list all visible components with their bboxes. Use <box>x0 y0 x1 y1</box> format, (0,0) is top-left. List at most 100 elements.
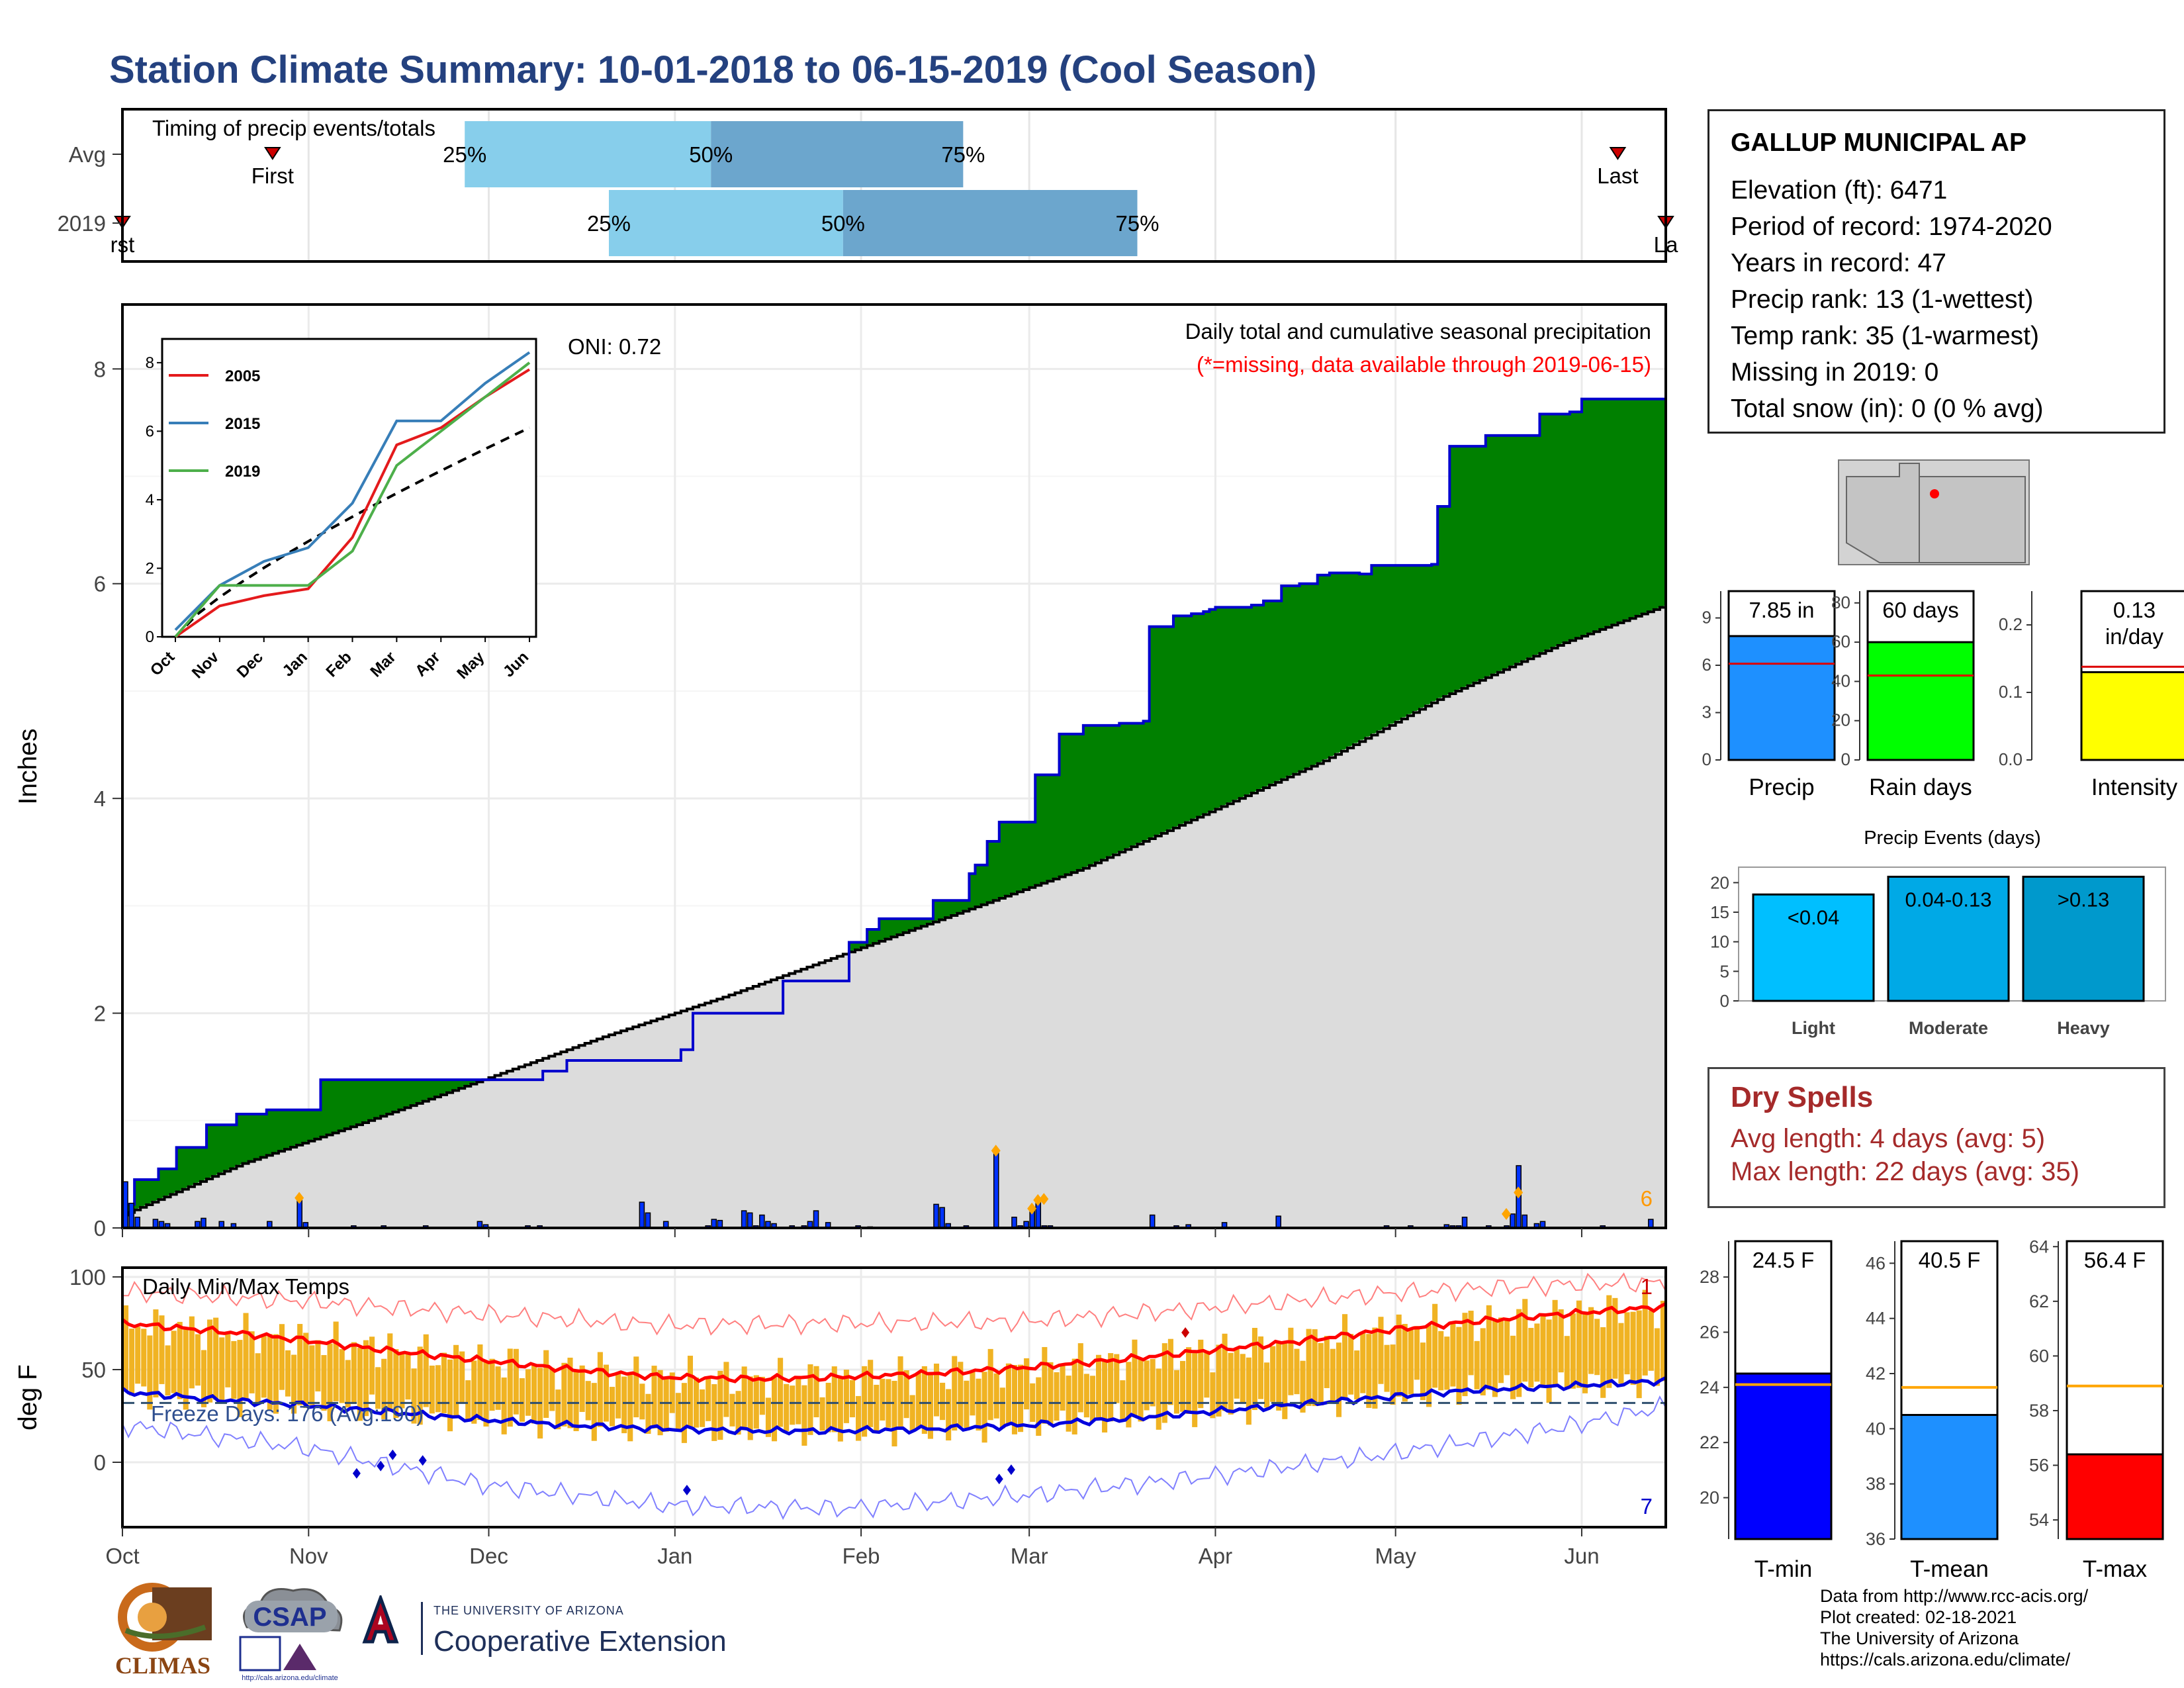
daily-temp-bar <box>1498 1317 1504 1383</box>
daily-temp-bar <box>940 1382 946 1421</box>
daily-temp-bar <box>651 1366 657 1429</box>
above-average-fill <box>1461 446 1469 687</box>
daily-temp-bar <box>1462 1313 1468 1397</box>
above-average-fill <box>392 1080 400 1111</box>
events-y-tick-label: 20 <box>1710 872 1729 892</box>
above-average-fill <box>1539 414 1547 653</box>
above-average-fill <box>375 1080 381 1117</box>
temp-summary-value-label: 56.4 F <box>2084 1248 2146 1272</box>
daily-temp-bar <box>1588 1307 1594 1374</box>
station-name: GALLUP MUNICIPAL AP <box>1731 128 2027 157</box>
daily-temp-bar <box>1270 1346 1276 1402</box>
daily-temp-bar <box>525 1369 531 1416</box>
daily-temp-bar <box>874 1384 880 1432</box>
daily-temp-bar <box>249 1331 255 1393</box>
above-average-fill <box>1167 626 1174 829</box>
above-average-fill <box>1221 607 1228 806</box>
temp-summary-value-label: 24.5 F <box>1752 1248 1815 1272</box>
above-average-fill <box>999 821 1006 898</box>
timing-panel-title: Timing of precip events/totals <box>152 116 435 140</box>
daily-temp-bar <box>897 1356 903 1429</box>
above-average-fill <box>848 942 856 951</box>
daily-temp-bar <box>297 1324 303 1406</box>
month-tick-label: Dec <box>469 1544 508 1568</box>
daily-precip-bar <box>1275 1215 1282 1229</box>
daily-temp-bar <box>1480 1328 1486 1395</box>
station-elevation: Elevation (ft): 6471 <box>1731 176 1948 205</box>
above-average-fill <box>1089 725 1096 865</box>
above-average-fill <box>1389 565 1396 724</box>
oni-label: ONI: 0.72 <box>568 334 661 359</box>
svg-text:CSAP: CSAP <box>253 1603 326 1632</box>
above-average-fill <box>1029 821 1036 887</box>
daily-precip-bar <box>939 1207 945 1229</box>
above-average-fill <box>134 1180 141 1209</box>
coop-divider <box>421 1602 423 1655</box>
above-average-fill <box>1510 435 1516 666</box>
precip-panel-frame <box>121 303 1667 1229</box>
daily-temp-bar <box>1384 1344 1390 1392</box>
daily-temp-bar <box>993 1373 999 1419</box>
month-tick-label: Mar <box>1011 1544 1048 1568</box>
above-average-fill <box>1197 614 1204 816</box>
daily-temp-bar <box>231 1340 237 1399</box>
precip-y-tick-label: 8 <box>94 357 106 381</box>
daily-precip-bar <box>747 1212 753 1229</box>
daily-temp-bar <box>1071 1358 1077 1434</box>
dry-spells-avg: Avg length: 4 days (avg: 5) <box>1731 1124 2046 1153</box>
daily-temp-bar <box>135 1327 141 1384</box>
daily-precip-bar <box>1149 1214 1156 1229</box>
heavy-event-marker <box>1039 1193 1049 1205</box>
above-average-fill <box>1011 821 1018 893</box>
daily-temp-bar <box>1282 1342 1288 1419</box>
daily-temp-bar <box>369 1336 375 1395</box>
daily-temp-bar <box>1330 1348 1336 1402</box>
above-average-fill <box>1563 414 1570 642</box>
daily-temp-bar <box>141 1329 147 1387</box>
daily-temp-bar <box>123 1305 129 1391</box>
above-average-fill <box>446 1080 453 1092</box>
daily-temp-bar <box>1390 1344 1396 1405</box>
daily-temp-bar <box>243 1313 249 1399</box>
daily-temp-bar <box>669 1372 675 1413</box>
precip-event-bar <box>2022 875 2145 1002</box>
above-average-fill <box>1522 435 1528 661</box>
above-average-fill <box>1131 723 1138 846</box>
daily-temp-bar <box>1630 1311 1636 1385</box>
daily-temp-bar <box>567 1357 573 1429</box>
above-average-fill <box>272 1109 279 1152</box>
above-average-fill <box>921 918 928 925</box>
precip-y-tick-label: 2 <box>94 1002 106 1026</box>
above-average-fill <box>1281 585 1288 778</box>
above-average-fill <box>176 1147 183 1191</box>
daily-temp-bar <box>784 1383 790 1432</box>
daily-precip-bar <box>759 1214 765 1229</box>
page-title: Station Climate Summary: 10-01-2018 to 0… <box>109 48 1317 91</box>
above-average-fill <box>1401 565 1408 718</box>
daily-temp-bar <box>345 1360 351 1408</box>
daily-temp-bar <box>447 1359 453 1432</box>
daily-temp-bar <box>1300 1360 1306 1413</box>
inset-frame <box>161 338 537 638</box>
daily-temp-bar <box>1534 1323 1540 1382</box>
above-average-fill <box>1065 733 1072 874</box>
above-average-fill <box>1467 446 1475 684</box>
temp-summary-value-bar <box>1900 1414 1999 1540</box>
above-average-fill <box>1269 600 1276 784</box>
precip-subtitle: Daily total and cumulative seasonal prec… <box>1185 319 1651 344</box>
daily-temp-bar <box>1612 1297 1618 1379</box>
daily-temp-bar <box>1318 1342 1324 1406</box>
above-average-fill <box>459 1080 465 1088</box>
daily-temp-bar <box>351 1342 357 1404</box>
above-average-fill <box>957 900 964 913</box>
daily-temp-bar <box>591 1383 597 1441</box>
above-average-fill <box>1443 506 1450 696</box>
daily-temp-bar <box>1606 1295 1612 1388</box>
map-arizona <box>1846 463 1920 563</box>
daily-temp-bar <box>1204 1350 1210 1398</box>
daily-temp-bar <box>1108 1353 1114 1422</box>
summary-bar-label: Precip <box>1749 774 1814 800</box>
daily-temp-bar <box>1288 1327 1294 1395</box>
events-y-tick-label: 10 <box>1710 932 1729 952</box>
temp-summary-tick-label: 22 <box>1700 1432 1719 1452</box>
